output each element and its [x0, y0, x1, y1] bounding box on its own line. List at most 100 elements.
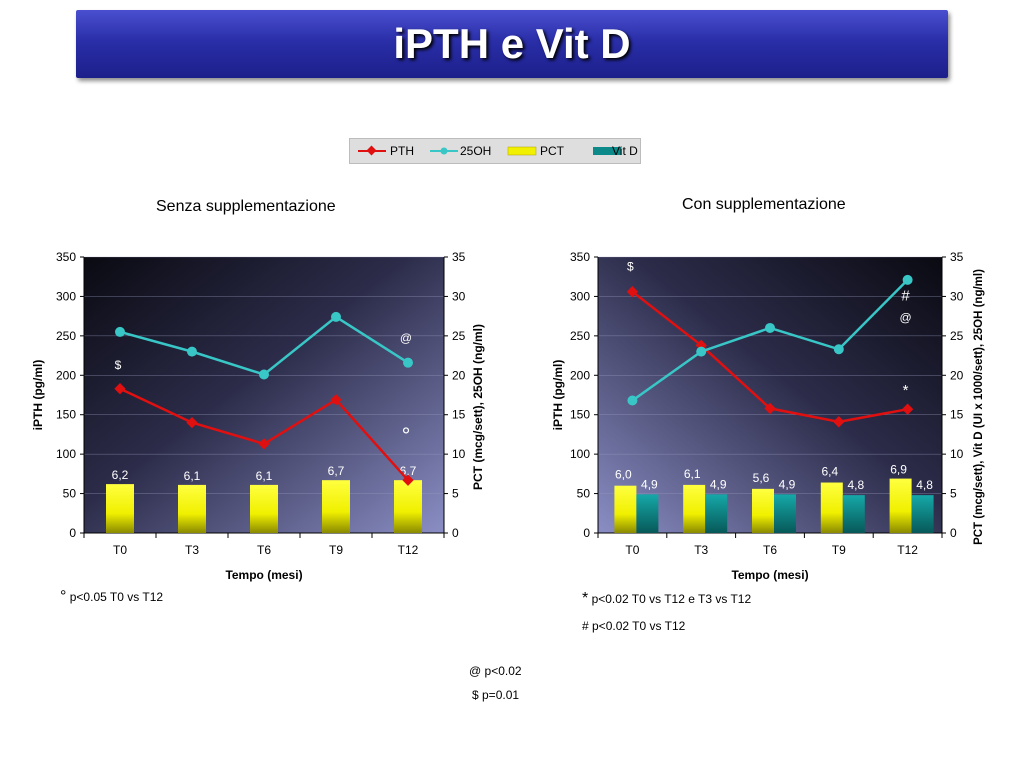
right-bar-label-vit-d: 4,9: [710, 477, 727, 491]
right-ytick-right-label: 30: [950, 289, 964, 303]
left-point-pth: [330, 394, 342, 406]
right-bar-label-pct: 6,9: [890, 463, 907, 477]
left-x-axis-title: Tempo (mesi): [225, 568, 302, 582]
right-ytick-left-label: 0: [583, 526, 590, 540]
right-bar-label-pct: 6,0: [615, 468, 632, 482]
right-ytick-left-label: 350: [570, 250, 590, 264]
left-annotation: @: [400, 331, 412, 345]
right-bar-pct: [820, 482, 843, 533]
left-ytick-left-label: 300: [56, 289, 76, 303]
right-ytick-left-label: 250: [570, 329, 590, 343]
left-xtick-label: T0: [113, 543, 127, 557]
left-point-25oh: [115, 326, 125, 337]
right-y-axis-title-right: PCT (mcg/sett), Vit D (UI x 1000/sett), …: [973, 269, 985, 545]
right-ytick-right-label: 25: [950, 329, 964, 343]
right-bar-label-vit-d: 4,8: [847, 478, 864, 492]
right-bar-vit-d: [842, 495, 865, 533]
left-ytick-right-label: 35: [452, 250, 466, 264]
left-ytick-left-label: 200: [56, 368, 76, 382]
left-point-25oh: [403, 357, 413, 368]
legend-label-25oh: 25OH: [460, 144, 492, 158]
right-bar-label-vit-d: 4,9: [779, 477, 796, 491]
right-xtick-label: T0: [625, 543, 639, 557]
footer-note-2: $ p=0.01: [472, 688, 520, 702]
left-bar-pct: [106, 484, 134, 533]
right-ytick-right-label: 20: [950, 368, 964, 382]
left-ytick-right-label: 10: [452, 447, 466, 461]
right-bar-vit-d: [636, 494, 659, 533]
left-point-25oh: [187, 346, 197, 357]
left-chart-title: Senza supplementazione: [156, 198, 336, 215]
right-ytick-left-label: 300: [570, 289, 590, 303]
left-annotation: °: [402, 423, 411, 448]
left-ytick-right-label: 20: [452, 368, 466, 382]
left-ytick-left-label: 0: [69, 526, 76, 540]
left-footnote-symbol: °: [60, 588, 67, 605]
legend-label-vitd: Vit D: [612, 144, 638, 158]
left-point-pth: [402, 474, 414, 486]
right-bar-pct: [752, 488, 774, 533]
right-xtick-label: T3: [694, 543, 708, 557]
right-chart-title: Con supplementazione: [682, 196, 846, 213]
right-point-25oh: [902, 274, 913, 285]
right-footnote-text: p<0.02 T0 vs T12 e T3 vs T12: [591, 592, 752, 606]
left-bar-pct: [250, 484, 278, 533]
left-annotation: $: [115, 358, 122, 372]
right-ytick-left-label: 150: [570, 408, 590, 422]
right-point-25oh: [765, 322, 775, 333]
left-ytick-right-label: 0: [452, 526, 459, 540]
left-xtick-label: T3: [185, 543, 199, 557]
right-x-axis-title: Tempo (mesi): [731, 568, 808, 582]
left-bar-pct: [322, 480, 350, 533]
right-ytick-right-label: 10: [950, 447, 964, 461]
left-ytick-left-label: 150: [56, 408, 76, 422]
right-ytick-right-label: 15: [950, 408, 964, 422]
left-ytick-right-label: 25: [452, 329, 466, 343]
right-point-25oh: [696, 346, 707, 357]
legend-label-pth: PTH: [390, 144, 414, 158]
right-ytick-left-label: 200: [570, 368, 590, 382]
left-y-axis-title-left: iPTH (pg/ml): [31, 360, 45, 431]
legend-symbols: [358, 145, 621, 156]
left-ytick-left-label: 250: [56, 329, 76, 343]
legend-label-pct: PCT: [540, 144, 564, 158]
right-bar-label-vit-d: 4,9: [641, 477, 658, 491]
right-xtick-label: T6: [763, 543, 777, 557]
left-ytick-left-label: 350: [56, 250, 76, 264]
right-bar-label-pct: 6,1: [684, 467, 701, 481]
right-bar-pct: [683, 484, 706, 533]
left-bar-label-pct: 6,2: [112, 468, 129, 482]
right-point-pth: [833, 416, 845, 428]
right-bar-pct: [614, 485, 637, 533]
page-title: iPTH e Vit D: [393, 20, 631, 67]
left-point-pth: [186, 416, 198, 429]
left-xtick-label: T9: [329, 543, 343, 557]
right-xtick-label: T12: [897, 543, 918, 557]
right-ytick-left-label: 100: [570, 447, 590, 461]
right-footnote-symbol: *: [582, 590, 589, 607]
right-bar-vit-d: [705, 494, 728, 533]
left-ytick-left-label: 50: [63, 487, 77, 501]
title-banner: iPTH e Vit D: [76, 10, 948, 78]
left-footnote-text: p<0.05 T0 vs T12: [69, 590, 164, 604]
left-point-25oh: [331, 311, 341, 322]
right-y-axis-title-left: iPTH (pg/ml): [551, 360, 565, 431]
right-point-25oh: [833, 344, 844, 355]
left-bar-label-pct: 6,7: [328, 464, 345, 478]
right-ytick-right-label: 0: [950, 526, 957, 540]
right-footnote: * p<0.02 T0 vs T12 e T3 vs T12: [582, 590, 751, 608]
right-bar-vit-d: [911, 495, 934, 533]
right-ytick-right-label: 5: [950, 487, 957, 501]
right-annotation: $: [627, 259, 634, 273]
right-point-25oh: [627, 395, 638, 406]
right-ytick-right-label: 35: [950, 250, 964, 264]
left-bar-label-pct: 6,1: [184, 469, 201, 483]
right-point-pth: [901, 403, 914, 415]
left-ytick-right-label: 5: [452, 487, 459, 501]
chart-legend: PTH 25OH PCT Vit D: [349, 138, 641, 164]
right-footnote-2: # p<0.02 T0 vs T12: [582, 619, 686, 633]
left-ytick-right-label: 30: [452, 289, 466, 303]
right-xtick-label: T9: [832, 543, 846, 557]
right-bar-label-vit-d: 4,8: [916, 478, 933, 492]
left-point-pth: [258, 438, 270, 450]
